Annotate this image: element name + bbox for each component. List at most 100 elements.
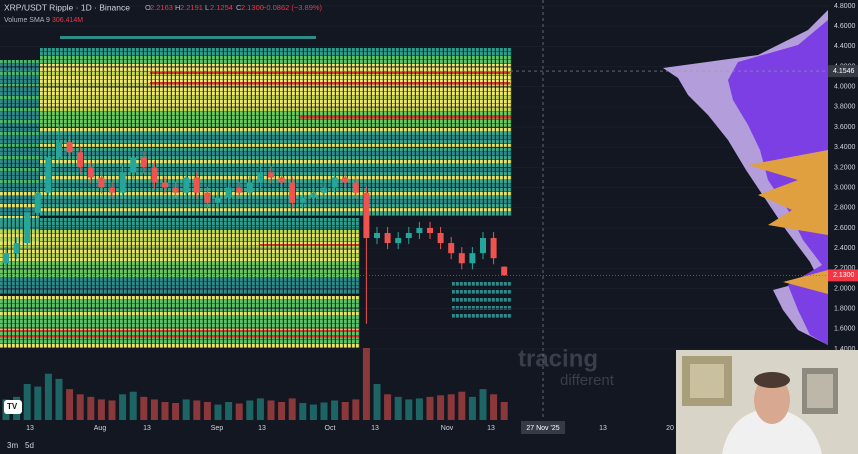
volume-profile	[663, 10, 828, 345]
candle-body	[321, 187, 327, 193]
wall-picture	[690, 364, 724, 398]
indicator[interactable]: Volume SMA 9	[4, 17, 50, 24]
candle-body	[140, 157, 147, 168]
candle-body	[66, 142, 73, 153]
volume-bar	[405, 399, 413, 420]
volume-bar	[34, 386, 42, 420]
y-tick-label: 3.8000	[834, 104, 856, 111]
x-tick-label: 13	[143, 425, 151, 432]
heat-gaps	[0, 40, 515, 350]
candles	[3, 125, 508, 324]
range-button[interactable]: 5d	[25, 441, 34, 450]
candle-body	[257, 172, 264, 183]
volume-bar	[331, 400, 339, 420]
volume-bar	[373, 384, 381, 420]
candle-body	[162, 182, 168, 188]
change: −0.0862 (−3.89%)	[262, 3, 323, 12]
candle-body	[3, 253, 9, 264]
watermark: tracing	[518, 345, 598, 372]
candle-body	[13, 243, 20, 254]
candle-body	[384, 232, 391, 244]
x-tick-label: 20	[666, 425, 674, 432]
volume-bar	[246, 400, 254, 420]
ohlc-label: L	[205, 3, 209, 12]
volume-bar	[267, 400, 275, 420]
volume-bar	[479, 389, 487, 420]
grid	[0, 5, 828, 350]
symbol[interactable]: XRP/USDT Ripple · 1D · Binance	[4, 2, 130, 12]
volume-bar	[384, 394, 392, 420]
volume-bar	[362, 348, 370, 420]
profile-shape	[748, 150, 828, 235]
y-tick-label: 2.8000	[834, 205, 856, 212]
candle-body	[87, 167, 94, 178]
last-price-label: 2.1300	[833, 272, 855, 279]
y-tick-label: 2.4000	[834, 245, 856, 252]
volume-bar	[44, 373, 52, 420]
y-tick-label: 3.2000	[834, 164, 856, 171]
volume-bar	[500, 402, 508, 420]
x-tick-label: 13	[371, 425, 379, 432]
volume-bar	[55, 378, 63, 420]
y-tick-label: 3.0000	[834, 184, 856, 191]
profile-shape	[783, 270, 828, 294]
x-tick-label: 13	[26, 425, 34, 432]
volume-bar	[119, 394, 127, 420]
x-tick-label: Oct	[325, 425, 336, 432]
candle-body	[77, 152, 84, 168]
tv-logo-text: TV	[7, 402, 18, 411]
y-tick-label: 4.0000	[834, 84, 856, 91]
volume-bar	[394, 396, 402, 420]
y-tick-label: 1.6000	[834, 326, 856, 333]
ohlc-label: H	[175, 3, 180, 12]
bottom-bar	[0, 438, 676, 454]
volume-bar	[108, 400, 116, 420]
candle-body	[469, 253, 476, 264]
volume-bar	[256, 398, 264, 420]
crosshair-date-box	[521, 421, 565, 434]
volume-bar	[193, 400, 201, 420]
volume-bar	[66, 389, 74, 420]
volume-bar	[320, 402, 328, 420]
ohlc-label: O	[145, 3, 151, 12]
range-button[interactable]: 3m	[7, 441, 18, 450]
x-tick-label: 13	[599, 425, 607, 432]
candle-body	[310, 192, 317, 198]
candle-body	[437, 232, 444, 244]
candle-body	[448, 243, 455, 254]
volume-bar	[87, 396, 95, 420]
volume-bar	[140, 396, 148, 420]
candle-body	[268, 172, 274, 178]
candle-body	[225, 187, 232, 198]
ohlc-value: 2.1300	[241, 3, 264, 12]
candle-body	[490, 238, 497, 259]
volume-bar	[235, 403, 243, 420]
candle-body	[98, 177, 105, 188]
ohlc-value: 2.2191	[180, 3, 203, 12]
y-tick-label: 2.6000	[834, 225, 856, 232]
y-tick-label: 2.2000	[834, 265, 856, 272]
candle-body	[374, 232, 380, 239]
candle-body	[289, 182, 296, 203]
x-tick-label: Sep	[211, 425, 224, 432]
face	[754, 376, 790, 424]
candle-body	[331, 177, 338, 188]
candle-body	[427, 227, 433, 233]
volume-bar	[437, 395, 445, 420]
candle-body	[458, 253, 465, 264]
candle-body	[405, 232, 412, 239]
indicator-value: 306.414M	[52, 17, 83, 24]
volume-bar	[288, 398, 296, 420]
y-tick-label: 4.4000	[834, 43, 856, 50]
candle-body	[45, 157, 52, 193]
volume-bar	[214, 404, 222, 420]
candle-body	[363, 192, 370, 239]
shirt	[722, 408, 822, 454]
ohlc-value: 2.2163	[150, 3, 173, 12]
volume-bar	[172, 403, 180, 420]
volume-bar	[161, 402, 169, 420]
candle-body	[480, 238, 486, 254]
volume-bar	[468, 396, 476, 420]
x-tick-label: Nov	[441, 425, 454, 432]
